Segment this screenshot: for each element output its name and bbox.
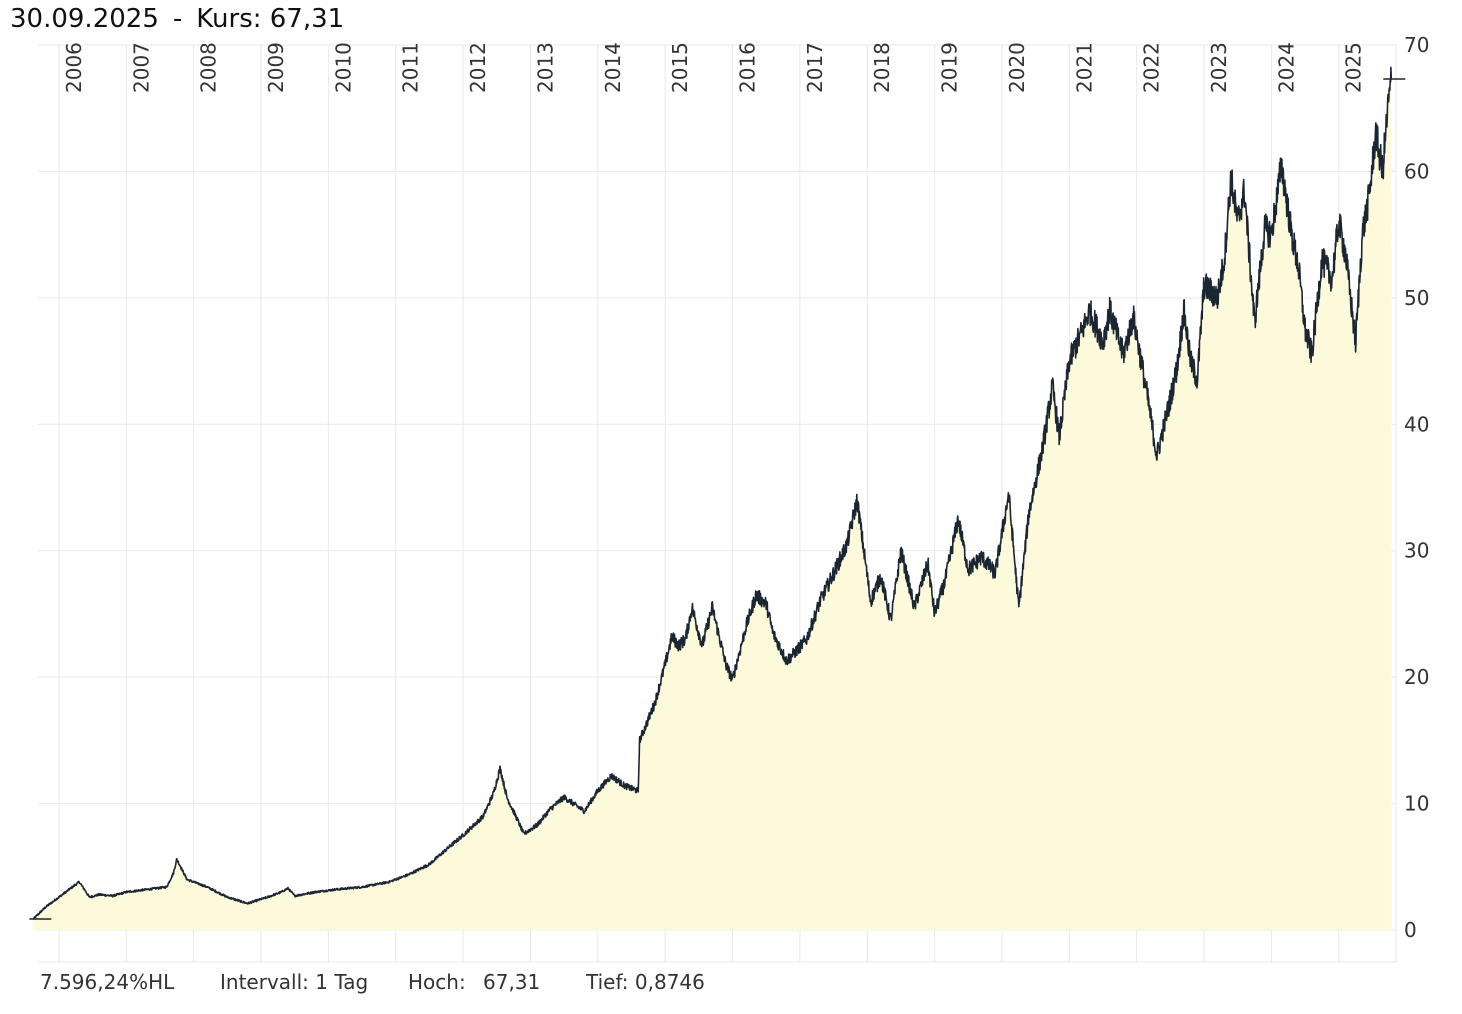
x-tick-label: 2024 xyxy=(1274,42,1298,93)
y-tick-label: 40 xyxy=(1404,412,1429,436)
high-value: 67,31 xyxy=(483,970,541,994)
x-tick-label: 2011 xyxy=(399,42,423,93)
x-tick-label: 2021 xyxy=(1072,42,1096,93)
x-tick-label: 2023 xyxy=(1207,42,1231,93)
y-tick-label: 70 xyxy=(1404,33,1429,57)
header-price-label: Kurs: xyxy=(196,4,262,34)
x-tick-label: 2009 xyxy=(264,42,288,93)
x-tick-label: 2018 xyxy=(870,42,894,93)
x-tick-label: 2016 xyxy=(736,42,760,93)
y-tick-label: 20 xyxy=(1404,665,1429,689)
header-separator: - xyxy=(172,4,183,34)
high-label: Hoch: xyxy=(408,970,466,994)
x-tick-label: 2015 xyxy=(668,42,692,93)
interval-label: Intervall: 1 Tag xyxy=(220,970,369,994)
x-tick-label: 2012 xyxy=(466,42,490,93)
x-tick-label: 2013 xyxy=(533,42,557,93)
x-tick-label: 2010 xyxy=(331,42,355,93)
low-label: Tief: 0,8746 xyxy=(586,970,705,994)
y-axis-ticks: 0 10 20 30 40 50 60 70 xyxy=(1404,33,1429,942)
x-tick-label: 2019 xyxy=(938,42,962,93)
chart-header: 30.09.2025- Kurs: 67,31 xyxy=(10,4,344,34)
y-tick-label: 0 xyxy=(1404,918,1417,942)
performance-value: 7.596,24%HL xyxy=(40,970,175,994)
x-tick-label: 2008 xyxy=(197,42,221,93)
price-line[interactable] xyxy=(32,66,1393,920)
y-tick-label: 30 xyxy=(1404,539,1429,563)
price-area-fill xyxy=(33,67,1392,930)
x-tick-label: 2025 xyxy=(1342,42,1366,93)
x-axis-ticks: 2006 2007 2008 2009 2010 2011 2012 2013 2014 2015… xyxy=(62,42,1366,93)
x-tick-label: 2007 xyxy=(129,42,153,93)
x-tick-label: 2017 xyxy=(803,42,827,93)
y-tick-label: 10 xyxy=(1404,792,1429,816)
y-tick-label: 60 xyxy=(1404,159,1429,183)
x-tick-label: 2014 xyxy=(601,42,625,93)
x-tick-label: 2020 xyxy=(1005,42,1029,93)
header-date: 30.09.2025 xyxy=(10,4,159,34)
header-price-value: 67,31 xyxy=(269,4,345,34)
x-tick-label: 2006 xyxy=(62,42,86,93)
y-tick-label: 50 xyxy=(1404,286,1429,310)
x-tick-label: 2022 xyxy=(1140,42,1164,93)
